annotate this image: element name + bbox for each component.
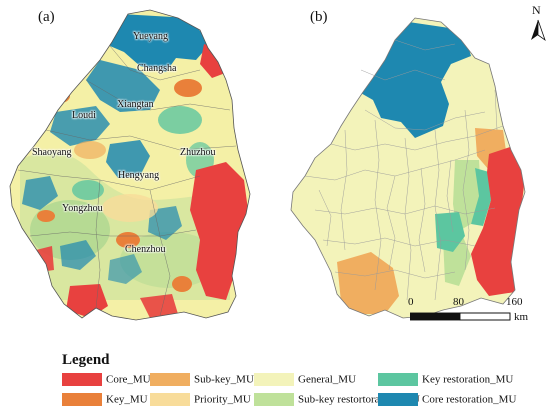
legend-item-priority-mu: Priority_MU xyxy=(150,393,251,409)
map-a-canvas xyxy=(9,9,251,321)
city-label-yueyang: Yueyang xyxy=(133,31,168,42)
map-a-fill xyxy=(10,10,250,320)
scale-label-80: 80 xyxy=(453,296,464,308)
city-label-changsha: Changsha xyxy=(137,63,177,74)
legend-item-key-restoration-mu: Key restoration_MU xyxy=(378,373,513,389)
north-arrow-icon xyxy=(531,19,546,42)
legend-item-general-mu: General_MU xyxy=(254,373,356,389)
scale-label-0: 0 xyxy=(408,296,414,308)
city-label-hengyang: Hengyang xyxy=(118,170,160,181)
legend-swatch xyxy=(62,373,102,386)
map-b-canvas xyxy=(290,17,526,319)
panel-a-label: (a) xyxy=(38,9,55,25)
city-label-zhuzhou: Zhuzhou xyxy=(180,147,216,158)
legend-item-key-mu: Key_MU xyxy=(62,393,148,409)
legend-item-core-restoration-mu: Core restoration_MU xyxy=(378,393,516,409)
legend-swatch xyxy=(378,393,418,406)
legend-item-core-mu: Core_MU xyxy=(62,373,151,389)
north-label: N xyxy=(532,3,541,17)
map-b-fill xyxy=(291,18,525,318)
scale-unit: km xyxy=(514,311,529,323)
legend-swatch xyxy=(378,373,418,386)
city-label-chenzhou: Chenzhou xyxy=(125,244,166,255)
legend-item-sub-key-mu: Sub-key_MU xyxy=(150,373,254,389)
map-panel-a: (a) xyxy=(0,0,275,340)
legend-swatch xyxy=(150,373,190,386)
map-b-county-boundaries xyxy=(304,39,504,301)
legend-title: Legend xyxy=(62,352,110,368)
city-label-yongzhou: Yongzhou xyxy=(62,203,103,214)
scale-label-160: 160 xyxy=(506,296,523,308)
north-arrow: N xyxy=(529,3,547,44)
legend-swatch xyxy=(254,393,294,406)
scale-bar-graphic xyxy=(410,312,511,321)
map-panel-b: (b) xyxy=(275,0,550,340)
city-label-shaoyang: Shaoyang xyxy=(32,147,72,158)
scale-bar: 0 80 160 km xyxy=(408,296,550,336)
map-a-city-boundaries xyxy=(17,45,237,317)
map-b-outline xyxy=(290,17,526,319)
city-label-loudi: Loudi xyxy=(72,110,96,121)
legend-swatch xyxy=(254,373,294,386)
legend-swatch xyxy=(150,393,190,406)
panel-b-label: (b) xyxy=(310,9,328,25)
legend-swatch xyxy=(62,393,102,406)
city-label-xiangtan: Xiangtan xyxy=(117,99,154,110)
